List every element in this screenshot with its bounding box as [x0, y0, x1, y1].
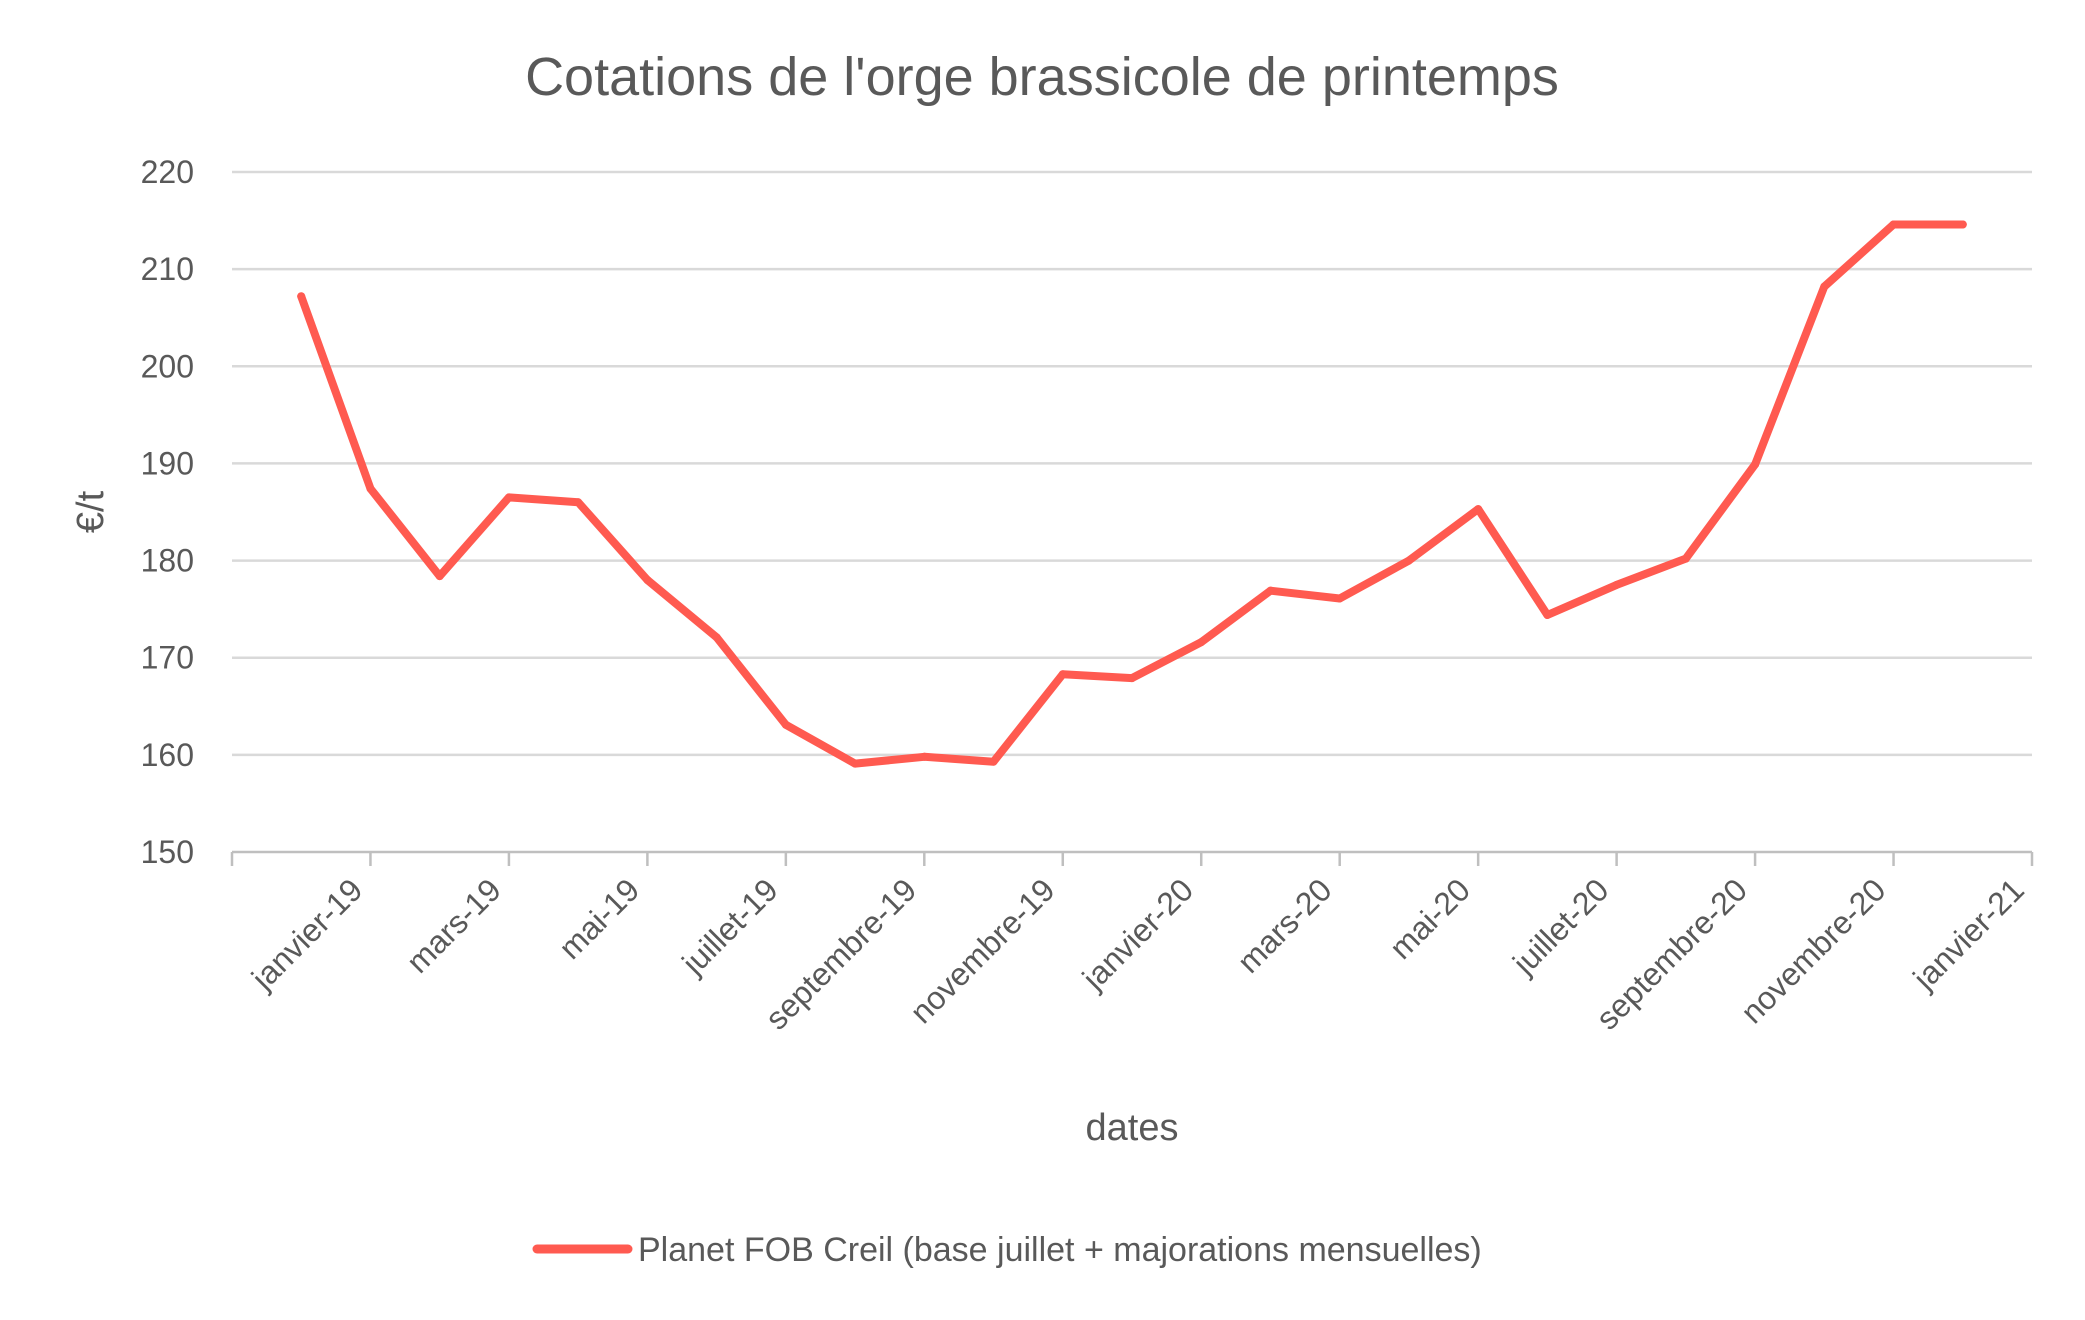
gridlines: [232, 170, 2032, 757]
x-tick-label: juillet-19: [674, 871, 784, 981]
data-point: [1889, 220, 1898, 229]
data-point: [1128, 674, 1136, 683]
x-axis-title: dates: [1086, 1107, 1179, 1149]
data-point: [712, 633, 721, 642]
data-point: [1958, 220, 1967, 229]
data-point: [1474, 505, 1483, 514]
x-tick-label: mars-19: [399, 871, 507, 979]
data-point: [504, 493, 513, 502]
data-point: [1404, 556, 1413, 565]
data-point: [1266, 586, 1275, 595]
data-point: [851, 759, 860, 768]
y-tick-label: 220: [141, 154, 194, 190]
legend-label: Planet FOB Creil (base juillet + majorat…: [638, 1231, 1482, 1269]
y-tick-label: 200: [141, 348, 194, 384]
series-layer: [297, 220, 1967, 768]
chart-title: Cotations de l'orge brassicole de printe…: [525, 47, 1559, 107]
x-tick-label: novembre-19: [903, 871, 1062, 1030]
y-tick-label: 150: [141, 834, 194, 870]
data-point: [1681, 554, 1690, 563]
data-point: [1820, 282, 1829, 291]
legend: Planet FOB Creil (base juillet + majorat…: [532, 1231, 1482, 1269]
x-tick-label: juillet-20: [1505, 871, 1615, 981]
x-tick-label: janvier-21: [1905, 871, 2031, 997]
data-point: [1751, 460, 1760, 469]
data-point: [1612, 580, 1621, 589]
y-axis-tick-labels: 150 160 170 180 190 200 210 220: [141, 154, 194, 870]
series-line: [297, 220, 1967, 768]
data-point: [1197, 638, 1206, 647]
x-tick-label: mai-20: [1382, 871, 1477, 966]
y-axis-title: €/t: [70, 490, 112, 533]
x-tick-label: janvier-19: [244, 871, 370, 997]
x-tick-label: mai-19: [552, 871, 647, 966]
data-point: [643, 576, 652, 584]
y-tick-label: 180: [141, 543, 194, 579]
data-point: [989, 757, 998, 766]
data-point: [435, 572, 444, 581]
y-tick-label: 210: [141, 251, 194, 287]
y-tick-label: 160: [141, 737, 194, 773]
x-tick-label: mars-20: [1230, 871, 1338, 979]
data-point: [781, 720, 790, 729]
x-tick-label: janvier-20: [1075, 871, 1201, 997]
data-point: [1543, 610, 1552, 619]
y-tick-label: 170: [141, 640, 194, 676]
data-point: [1058, 670, 1067, 679]
x-axis-ticks: [230, 852, 2034, 866]
data-point: [297, 292, 306, 301]
data-point: [920, 752, 929, 761]
data-point: [574, 498, 583, 507]
data-point: [366, 484, 375, 493]
data-point: [1335, 594, 1344, 603]
x-tick-label: novembre-20: [1734, 871, 1893, 1030]
y-tick-label: 190: [141, 445, 194, 481]
x-axis-tick-labels: janvier-19 mars-19 mai-19 juillet-19septemb…: [244, 871, 2031, 1036]
